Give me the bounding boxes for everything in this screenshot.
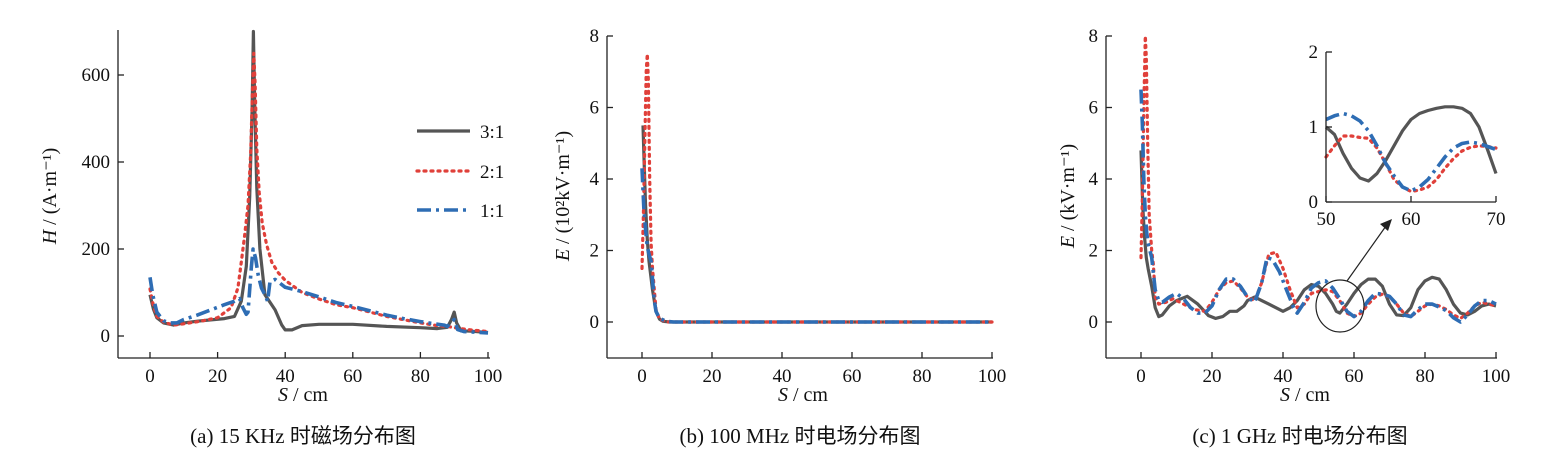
inset-ticks: 50 60 70 0 1 2 <box>1309 42 1506 230</box>
panel-c-ytick-label: 6 <box>1089 98 1099 119</box>
zoom-arrowhead <box>1380 219 1392 231</box>
panel-b-xtick-label: 40 <box>773 366 792 387</box>
panel-a-series-2-1 <box>148 51 490 334</box>
panel-c-axes <box>1105 36 1497 359</box>
inset-plot: 50 60 70 0 1 2 <box>1309 42 1506 230</box>
panel-a-axes <box>117 30 490 359</box>
panel-a-ytick-label: 0 <box>101 326 111 347</box>
panel-b-series <box>640 52 994 324</box>
panel-c-xtick-label: 80 <box>1416 366 1435 387</box>
inset-series <box>1324 105 1498 194</box>
panel-c-series-3-1 <box>1139 150 1497 320</box>
panel-c-ytick-label: 2 <box>1089 241 1099 262</box>
panel-c-xtick-label: 100 <box>1482 366 1511 387</box>
zoom-arrow <box>1346 225 1387 282</box>
panel-b-xtick-label: 60 <box>843 366 862 387</box>
panel-a-xtick-label: 20 <box>208 366 227 387</box>
panel-c-xtick-label: 0 <box>1136 366 1146 387</box>
panel-c-xtick-label: 40 <box>1274 366 1293 387</box>
panel-b-ytick-label: 2 <box>590 241 600 262</box>
inset-xtick-label: 70 <box>1487 209 1506 230</box>
legend-label-2-1: 2:1 <box>480 162 504 183</box>
panel-b: 0 20 40 60 80 100 0 2 4 6 8 E / (10²kV·m⁻¹) S / cm… <box>552 26 1006 448</box>
inset-axes <box>1325 52 1496 203</box>
legend-label-3-1: 3:1 <box>480 122 504 143</box>
zoom-circle <box>1315 279 1365 333</box>
panel-c-caption: (c) 1 GHz 时电场分布图 <box>1192 424 1407 448</box>
inset-xtick-label: 60 <box>1402 209 1421 230</box>
panel-c-ytick-label: 4 <box>1089 169 1099 190</box>
panel-c-ytick-label: 8 <box>1089 26 1099 47</box>
panel-a: 0 20 40 60 80 100 0 200 400 600 H / (A·m⁻¹) S / c… <box>39 29 504 448</box>
panel-a-ylabel: H / (A·m⁻¹) <box>39 148 61 246</box>
panel-a-ytick-label: 600 <box>82 65 111 86</box>
panel-a-xtick-label: 0 <box>145 366 155 387</box>
inset-xtick-label: 50 <box>1317 209 1336 230</box>
legend-label-1-1: 1:1 <box>480 201 504 222</box>
panel-b-series-1-1 <box>640 168 992 324</box>
panel-a-xtick-label: 100 <box>474 366 503 387</box>
panel-a-series <box>148 29 490 335</box>
panel-b-ytick-label: 8 <box>590 26 600 47</box>
panel-c-xtick-label: 20 <box>1203 366 1222 387</box>
panel-a-xtick-label: 40 <box>276 366 295 387</box>
panel-a-caption: (a) 15 KHz 时磁场分布图 <box>190 424 416 448</box>
inset-series-1-1 <box>1325 111 1497 193</box>
panel-b-ytick-label: 6 <box>590 98 600 119</box>
panel-b-axes <box>606 36 993 359</box>
panel-b-series-3-1 <box>641 125 992 324</box>
panel-b-ytick-label: 0 <box>590 312 600 333</box>
panel-b-series-2-1 <box>640 52 994 324</box>
panel-a-xlabel: S / cm <box>278 384 328 406</box>
panel-c-series-2-1 <box>1139 34 1498 320</box>
panel-c-xlabel: S / cm <box>1280 384 1330 406</box>
inset-ytick-label: 1 <box>1309 117 1319 138</box>
panel-c-series <box>1139 34 1498 324</box>
panel-a-ytick-label: 400 <box>82 152 111 173</box>
panel-b-xtick-label: 0 <box>637 366 647 387</box>
panel-c-ylabel: E / (kV·m⁻¹) <box>1057 144 1079 249</box>
inset-series-3-1 <box>1324 105 1498 183</box>
panel-b-xtick-label: 20 <box>703 366 722 387</box>
inset-ytick-label: 2 <box>1309 42 1319 63</box>
panel-a-ticks: 0 20 40 60 80 100 0 200 400 600 <box>82 65 503 387</box>
inset-series-2-1 <box>1324 134 1498 194</box>
panel-b-xtick-label: 100 <box>978 366 1007 387</box>
panel-a-series-3-1 <box>148 29 489 335</box>
legend: 3:1 2:1 1:1 <box>415 122 504 222</box>
panel-b-xtick-label: 80 <box>913 366 932 387</box>
inset-ytick-label: 0 <box>1309 192 1319 213</box>
panel-c-series-1-1 <box>1139 89 1497 324</box>
panel-c-xtick-label: 60 <box>1345 366 1364 387</box>
panel-c-ytick-label: 0 <box>1089 312 1099 333</box>
panel-a-xtick-label: 60 <box>343 366 362 387</box>
panel-b-caption: (b) 100 MHz 时电场分布图 <box>680 424 921 448</box>
panel-a-xtick-label: 80 <box>411 366 430 387</box>
panel-b-ticks: 0 20 40 60 80 100 0 2 4 6 8 <box>590 26 1007 387</box>
panel-b-ylabel: E / (10²kV·m⁻¹) <box>552 131 574 262</box>
panel-b-ytick-label: 4 <box>590 169 600 190</box>
panel-a-series-1-1 <box>148 247 489 335</box>
panel-a-ytick-label: 200 <box>82 239 111 260</box>
panel-b-xlabel: S / cm <box>778 384 828 406</box>
